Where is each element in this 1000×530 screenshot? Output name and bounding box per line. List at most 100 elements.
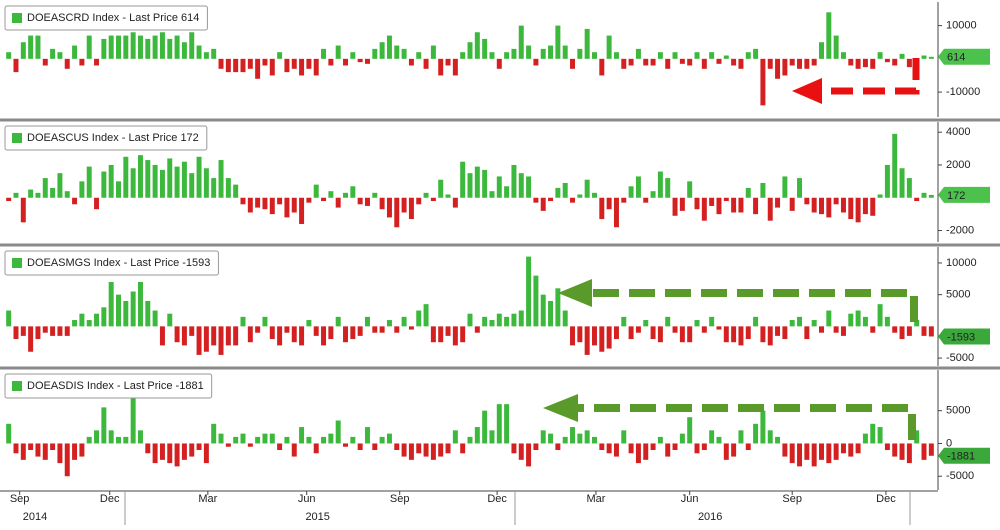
bar <box>335 45 341 59</box>
bar <box>518 310 524 327</box>
bar <box>540 48 546 59</box>
bar <box>6 197 12 202</box>
bar <box>423 192 429 198</box>
bar <box>548 433 554 444</box>
bar <box>408 197 414 220</box>
bar <box>819 326 824 333</box>
legend: DOEASCUS Index - Last Price 172 <box>4 125 208 151</box>
bar <box>116 294 121 327</box>
bar <box>518 443 524 460</box>
bar <box>591 326 597 346</box>
bar <box>438 326 444 343</box>
y-tick-label: -5000 <box>946 352 974 364</box>
bar <box>775 436 781 444</box>
bar <box>255 58 261 79</box>
bar <box>562 436 568 444</box>
bar <box>321 197 327 202</box>
bar <box>452 326 458 346</box>
bar <box>562 183 568 198</box>
bar <box>504 404 510 444</box>
bar <box>628 58 634 66</box>
bar <box>145 38 151 59</box>
bar <box>701 58 707 69</box>
bar <box>709 316 715 327</box>
bar <box>877 427 883 444</box>
bar <box>460 161 466 198</box>
legend-label: DOEASCUS Index - Last Price 172 <box>27 132 199 144</box>
bar <box>591 192 597 198</box>
bar <box>745 187 751 198</box>
bar <box>884 58 890 63</box>
bar <box>672 443 678 451</box>
plot-marks: -10000 10000 -2000 2000 4000 -5000 5000 10000 -5… <box>6 2 980 523</box>
bar <box>350 52 356 59</box>
bar <box>189 32 195 59</box>
bar <box>511 164 517 198</box>
bar <box>255 436 261 444</box>
bar <box>767 58 773 69</box>
bar <box>445 443 451 454</box>
bar <box>196 156 202 198</box>
last-price-tag <box>938 186 990 203</box>
bar <box>819 197 824 215</box>
bar <box>921 443 927 460</box>
legend-box <box>4 373 213 399</box>
bar <box>921 326 927 336</box>
bar <box>64 191 70 198</box>
bar <box>819 443 824 460</box>
bar <box>687 181 693 198</box>
bar <box>291 58 297 69</box>
bar <box>306 197 312 203</box>
bar <box>181 443 187 460</box>
bar <box>13 326 19 340</box>
bar <box>350 436 356 444</box>
bar <box>555 25 561 59</box>
bar <box>723 326 729 343</box>
bar <box>357 197 363 205</box>
x-tick-label: Mar <box>586 493 605 505</box>
bar <box>94 58 100 66</box>
bar <box>321 436 327 444</box>
bar <box>445 194 451 198</box>
bar <box>50 187 56 198</box>
bar <box>445 58 451 66</box>
last-price-label: 172 <box>947 190 965 202</box>
bar <box>328 58 334 66</box>
bar <box>240 197 246 205</box>
bar <box>533 443 539 451</box>
bar <box>657 171 663 198</box>
bar <box>533 197 539 203</box>
bar <box>313 58 319 76</box>
bar <box>591 436 597 444</box>
bar <box>145 160 151 198</box>
bar <box>760 326 766 343</box>
bar <box>137 281 143 327</box>
x-tick-label: Sep <box>782 493 802 505</box>
bar <box>489 52 495 59</box>
bar <box>328 326 334 340</box>
bar <box>643 443 649 460</box>
bar <box>379 326 385 333</box>
bar <box>50 326 56 336</box>
bar <box>570 427 576 444</box>
bar <box>570 197 576 203</box>
bar <box>218 58 224 69</box>
bar <box>621 197 627 203</box>
bar <box>467 42 473 59</box>
legend: DOEASDIS Index - Last Price -1881 <box>4 373 213 399</box>
bar <box>833 197 839 205</box>
bar <box>621 316 627 327</box>
bar <box>870 423 876 444</box>
bar <box>884 443 890 451</box>
bar <box>723 443 729 460</box>
bar <box>723 55 729 59</box>
bar <box>467 313 473 327</box>
bar <box>20 197 26 223</box>
bar <box>94 313 100 327</box>
bar <box>921 55 927 59</box>
bar <box>328 433 334 444</box>
legend-swatch <box>12 133 22 143</box>
arrow-head <box>558 279 592 307</box>
bar <box>233 436 239 444</box>
bar <box>877 194 883 198</box>
